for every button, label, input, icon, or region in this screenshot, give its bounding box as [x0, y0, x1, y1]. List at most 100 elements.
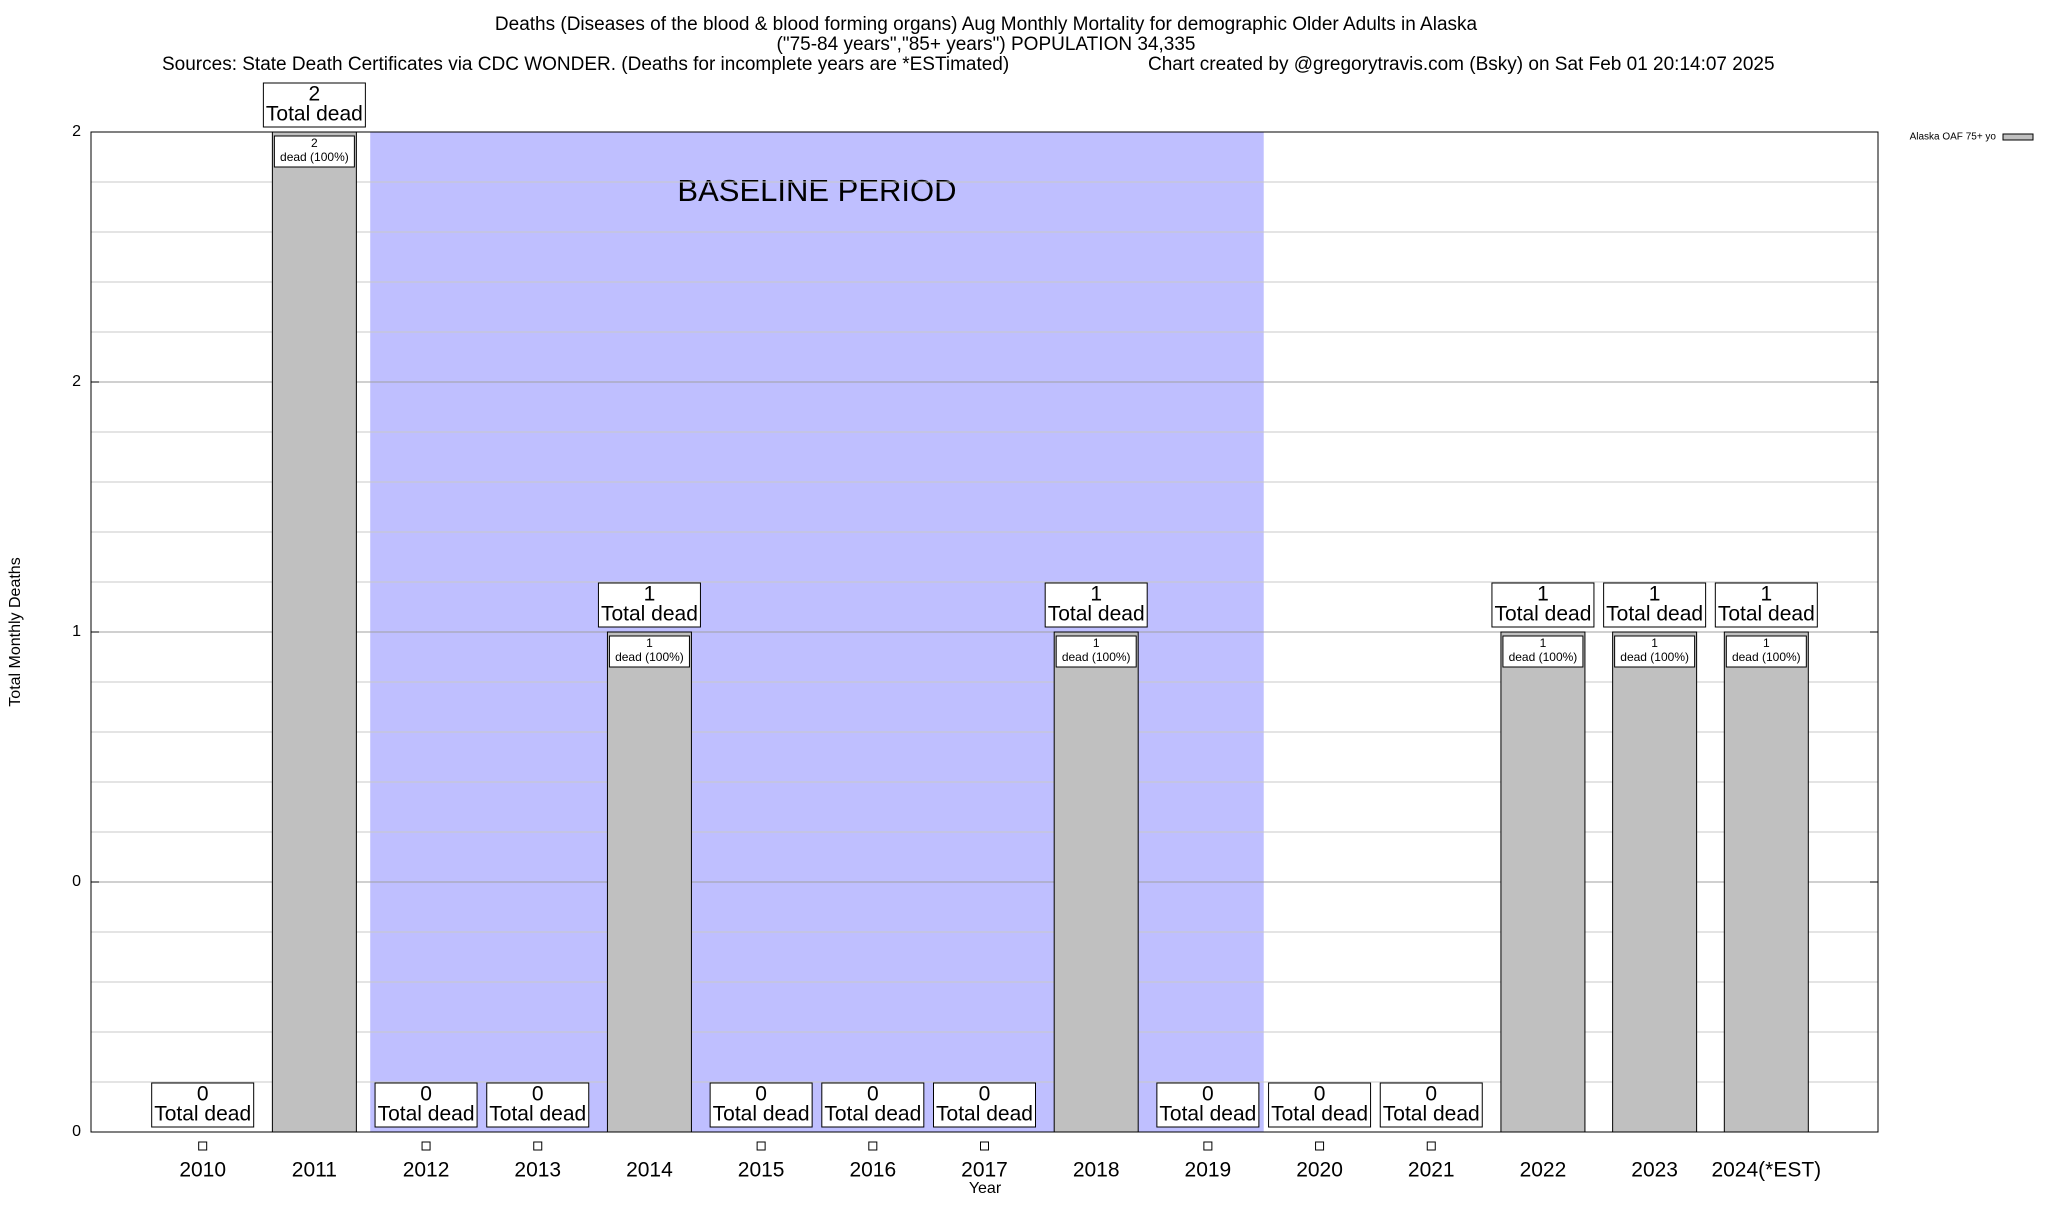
value-label-box [1044, 582, 1148, 628]
inner-label: dead (100%) [1062, 650, 1131, 664]
value-label-box [1268, 1082, 1372, 1128]
inner-value-label: 1 [1651, 636, 1658, 650]
zero-marker [533, 1141, 543, 1151]
chart-title: Deaths (Diseases of the blood & blood fo… [495, 14, 1478, 35]
x-tick-label: 2016 [849, 1159, 896, 1182]
value-label-box [1379, 1082, 1483, 1128]
value-label-box [821, 1082, 925, 1128]
value-label: 0 [1314, 1083, 1326, 1106]
total-label: Total dead [1271, 1103, 1368, 1126]
legend-label: Alaska OAF 75+ yo [1910, 132, 1997, 143]
value-label-box [933, 1082, 1036, 1128]
inner-value-label: 1 [646, 636, 653, 650]
value-label-box [151, 1082, 255, 1128]
x-tick-label: 2011 [292, 1159, 337, 1182]
value-label-box [374, 1082, 478, 1128]
value-label: 0 [755, 1083, 767, 1106]
x-tick-label: 2020 [1296, 1159, 1343, 1182]
zero-marker [1203, 1141, 1213, 1151]
total-label: Total dead [1383, 1103, 1480, 1126]
inner-label: dead (100%) [280, 150, 349, 164]
total-label: Total dead [1494, 603, 1591, 626]
value-label-box [262, 82, 366, 128]
total-label: Total dead [1606, 603, 1703, 626]
x-tick-label: 2015 [738, 1159, 785, 1182]
inner-value-label: 1 [1540, 636, 1547, 650]
total-label: Total dead [489, 1103, 586, 1126]
total-label: Total dead [378, 1103, 475, 1126]
y-tick-label: 0 [72, 873, 81, 890]
value-label: 1 [644, 583, 656, 606]
x-tick-label: 2012 [403, 1159, 450, 1182]
bar [1723, 631, 1809, 1133]
zero-marker [868, 1141, 878, 1151]
bar [271, 131, 357, 1133]
value-label: 1 [1760, 583, 1772, 606]
total-label: Total dead [713, 1103, 810, 1126]
value-label: 2 [309, 83, 321, 106]
x-tick-label: 2019 [1185, 1159, 1232, 1182]
value-label: 0 [1425, 1083, 1437, 1106]
total-label: Total dead [824, 1103, 921, 1126]
inner-label: dead (100%) [615, 650, 684, 664]
x-tick-label: 2024(*EST) [1711, 1159, 1821, 1182]
y-tick-label: 1 [72, 623, 81, 640]
inner-label-box [1055, 635, 1137, 668]
total-label: Total dead [1159, 1103, 1256, 1126]
total-label: Total dead [1048, 603, 1145, 626]
bar [606, 631, 692, 1133]
x-tick-label: 2010 [179, 1159, 226, 1182]
inner-label: dead (100%) [1732, 650, 1801, 664]
plot-border [90, 131, 1879, 1133]
value-label-box [1603, 582, 1707, 628]
inner-value-label: 1 [1763, 636, 1770, 650]
bar [1612, 631, 1698, 1133]
inner-value-label: 1 [1093, 636, 1100, 650]
y-tick-label: 0 [72, 1123, 81, 1140]
inner-label: dead (100%) [1509, 650, 1578, 664]
chart-credit: Chart created by @gregorytravis.com (Bsk… [1148, 54, 1775, 75]
value-label-box [1491, 582, 1595, 628]
zero-marker [980, 1141, 989, 1151]
baseline-label: BASELINE PERIOD [677, 173, 956, 208]
zero-marker [421, 1141, 431, 1151]
x-tick-label: 2022 [1520, 1159, 1567, 1182]
y-tick-label: 2 [72, 123, 81, 140]
x-tick-label: 2018 [1073, 1159, 1120, 1182]
value-label: 0 [867, 1083, 879, 1106]
x-tick-label: 2014 [626, 1159, 673, 1182]
total-label: Total dead [266, 103, 363, 126]
chart-source: Sources: State Death Certificates via CD… [162, 54, 1009, 75]
inner-value-label: 2 [311, 136, 318, 150]
inner-label-box [273, 135, 355, 168]
total-label: Total dead [154, 1103, 251, 1126]
inner-label: dead (100%) [1620, 650, 1689, 664]
value-label: 1 [1090, 583, 1102, 606]
value-label: 1 [1537, 583, 1549, 606]
x-tick-label: 2017 [961, 1159, 1008, 1182]
x-axis-label: Year [969, 1180, 1002, 1197]
x-tick-label: 2013 [514, 1159, 561, 1182]
inner-label-box [1725, 635, 1807, 668]
inner-label-box [1614, 635, 1696, 668]
value-label: 0 [1202, 1083, 1214, 1106]
bar [1053, 631, 1139, 1133]
value-label: 0 [979, 1083, 991, 1106]
x-tick-label: 2023 [1631, 1159, 1678, 1182]
value-label-box [597, 582, 701, 628]
value-label: 1 [1649, 583, 1661, 606]
zero-marker [1315, 1141, 1325, 1151]
value-label-box [486, 1082, 590, 1128]
value-label: 0 [532, 1083, 544, 1106]
y-axis-label: Total Monthly Deaths [7, 557, 24, 706]
total-label: Total dead [1718, 603, 1815, 626]
total-label: Total dead [936, 1103, 1033, 1126]
value-label-box [709, 1082, 813, 1128]
bar [1500, 631, 1586, 1133]
zero-marker [1426, 1141, 1436, 1151]
x-tick-label: 2021 [1408, 1159, 1455, 1182]
chart-subtitle: ("75-84 years","85+ years") POPULATION 3… [777, 34, 1196, 55]
inner-label-box [1502, 635, 1584, 668]
